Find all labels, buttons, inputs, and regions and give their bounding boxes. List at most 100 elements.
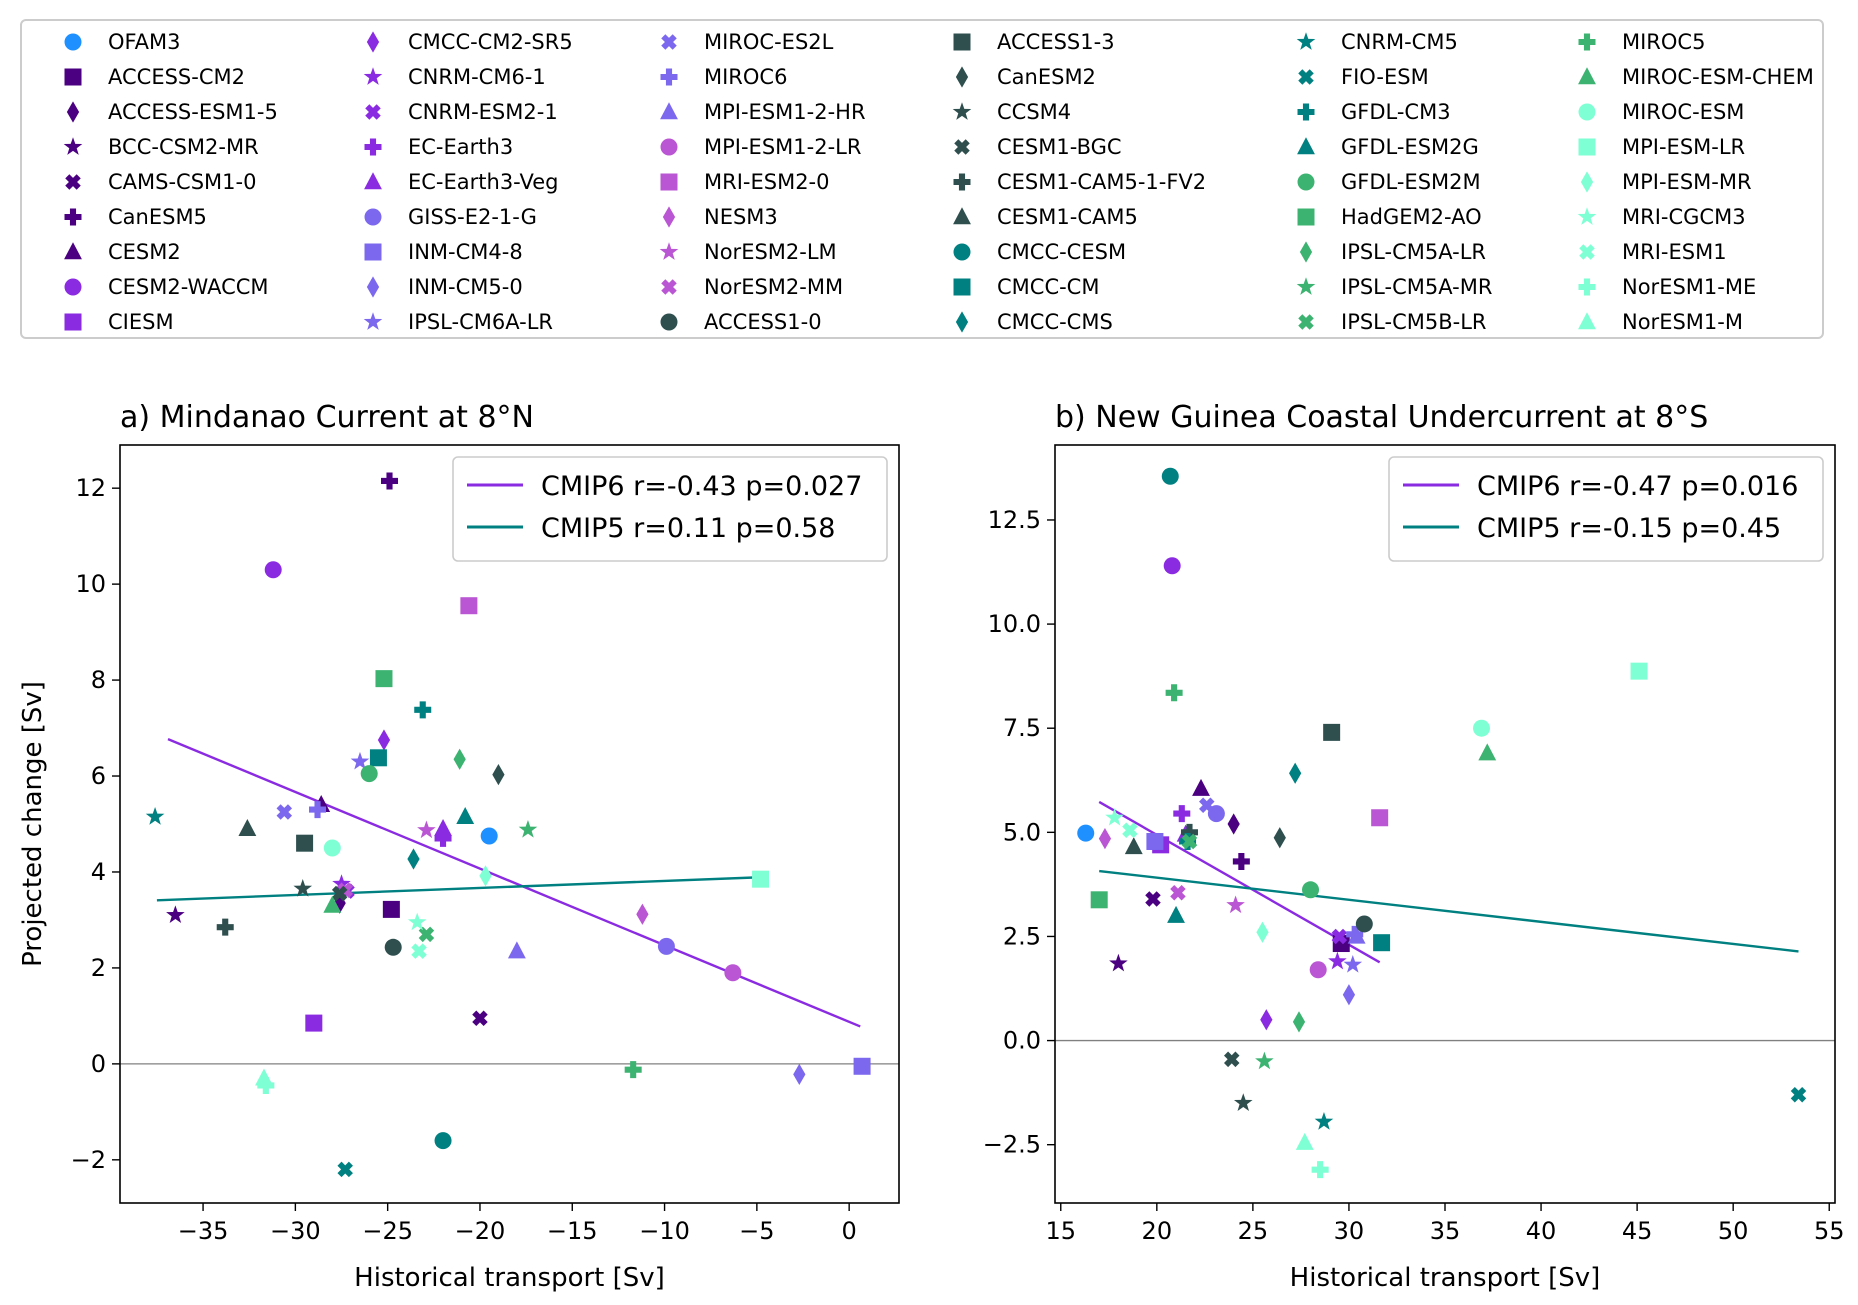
data-point — [1790, 1086, 1807, 1103]
legend-label: MPI-ESM-LR — [1622, 135, 1746, 159]
data-point — [1355, 915, 1373, 933]
legend-label: CMCC-CM2-SR5 — [408, 30, 573, 54]
data-point — [1331, 928, 1348, 945]
fit-legend-box — [1388, 456, 1824, 562]
legend-label: GFDL-CM3 — [1341, 100, 1451, 124]
legend-marker — [1297, 137, 1315, 155]
data-point — [293, 878, 313, 897]
legend-label: MPI-ESM-MR — [1622, 170, 1752, 194]
legend-entry: FIO-ESM — [1293, 62, 1429, 92]
y-tick-label: 0 — [91, 1050, 106, 1078]
legend-marker — [1297, 103, 1315, 121]
legend-entry: MIROC5 — [1574, 27, 1705, 57]
data-point — [1077, 824, 1095, 842]
data-point — [1302, 881, 1320, 899]
data-point — [1295, 1132, 1314, 1150]
data-point — [1342, 984, 1356, 1006]
data-point — [296, 834, 314, 852]
data-point — [377, 729, 391, 751]
x-tick-label: −10 — [639, 1217, 690, 1245]
legend-label: BCC-CSM2-MR — [108, 135, 259, 159]
legend-marker — [953, 33, 971, 51]
legend-entry: CNRM-ESM2-1 — [360, 97, 558, 127]
data-point — [1473, 719, 1491, 737]
legend-marker — [64, 68, 82, 86]
legend-marker — [953, 278, 971, 296]
legend-label: OFAM3 — [108, 30, 181, 54]
legend-label: CCSM4 — [997, 100, 1072, 124]
panel-b-new-guinea-undercurrent: b) New Guinea Coastal Undercurrent at 8°… — [983, 400, 1845, 1293]
chart-title: b) New Guinea Coastal Undercurrent at 8°… — [1055, 400, 1708, 435]
x-tick-label: 25 — [1238, 1217, 1269, 1245]
data-point — [492, 763, 505, 786]
fit-legend-label: CMIP6 r=-0.47 p=0.016 — [1477, 471, 1798, 502]
data-point — [1347, 926, 1366, 944]
legend-marker — [1578, 278, 1596, 296]
data-point — [1122, 822, 1138, 838]
legend-marker — [953, 207, 971, 225]
x-tick-label: −15 — [547, 1217, 598, 1245]
data-point — [166, 905, 185, 924]
legend-marker — [661, 279, 677, 295]
data-point — [724, 964, 742, 982]
legend-entry: CNRM-CM5 — [1293, 27, 1458, 57]
x-tick-label: −30 — [270, 1217, 321, 1245]
fit-line-cmip6 — [167, 737, 861, 1028]
legend-entry: ACCESS-ESM1-5 — [60, 97, 278, 127]
legend-label: IPSL-CM5A-MR — [1341, 275, 1493, 299]
legend-marker — [1298, 314, 1314, 330]
data-point — [1180, 823, 1198, 841]
data-point — [1478, 743, 1497, 761]
legend-marker — [1578, 33, 1596, 51]
fit-line-cmip5 — [1099, 869, 1799, 953]
data-point — [216, 918, 234, 936]
legend-entry: CESM2 — [60, 237, 181, 267]
legend-entry: MPI-ESM1-2-HR — [656, 97, 866, 127]
legend-marker — [365, 104, 381, 120]
x-tick-label: 20 — [1142, 1217, 1173, 1245]
legend-marker — [1296, 277, 1316, 295]
x-tick-label: 55 — [1814, 1217, 1845, 1245]
y-tick-label: 12.5 — [988, 506, 1041, 534]
data-point — [1227, 813, 1240, 835]
legend-entry: BCC-CSM2-MR — [60, 132, 259, 162]
legend-marker — [63, 137, 83, 155]
data-point — [1273, 827, 1286, 849]
data-point — [309, 801, 327, 819]
legend-marker — [660, 313, 678, 331]
data-point — [381, 472, 399, 490]
legend-label: MRI-CGCM3 — [1622, 205, 1746, 229]
legend-marker — [64, 278, 82, 296]
data-point — [1314, 1112, 1334, 1130]
data-point — [1146, 832, 1164, 850]
legend-marker — [363, 67, 383, 85]
legend-entry: MRI-CGCM3 — [1574, 202, 1746, 232]
legend-label: MRI-ESM2-0 — [704, 170, 830, 194]
data-point — [418, 926, 435, 943]
x-tick-label: 15 — [1045, 1217, 1076, 1245]
legend-label: MIROC-ES2L — [704, 30, 834, 54]
data-point — [1192, 778, 1210, 796]
data-point — [375, 670, 393, 688]
legend-marker — [65, 174, 81, 190]
legend-marker — [1298, 69, 1314, 85]
legend-entry: IPSL-CM5A-MR — [1293, 272, 1492, 302]
legend-label: CAMS-CSM1-0 — [108, 170, 257, 194]
legend-label: ACCESS1-0 — [704, 310, 822, 334]
legend-label: GISS-E2-1-G — [408, 205, 537, 229]
legend-entry: ACCESS-CM2 — [60, 62, 245, 92]
legend-entry: ACCESS1-0 — [656, 307, 822, 337]
data-point — [1328, 951, 1347, 970]
data-point — [657, 937, 675, 955]
x-tick-label: 50 — [1718, 1217, 1749, 1245]
legend-label: CMCC-CM — [997, 275, 1100, 299]
legend-label: NESM3 — [704, 205, 778, 229]
x-axis-label: Historical transport [Sv] — [1290, 1263, 1601, 1293]
y-tick-label: 12 — [75, 474, 106, 502]
data-point — [752, 870, 770, 888]
data-point — [1232, 852, 1250, 870]
legend-entry: CMCC-CMS — [949, 307, 1113, 337]
legend-entry: MPI-ESM1-2-LR — [656, 132, 861, 162]
legend-label: CESM1-CAM5 — [997, 205, 1138, 229]
legend-entry: NorESM1-M — [1574, 307, 1743, 337]
